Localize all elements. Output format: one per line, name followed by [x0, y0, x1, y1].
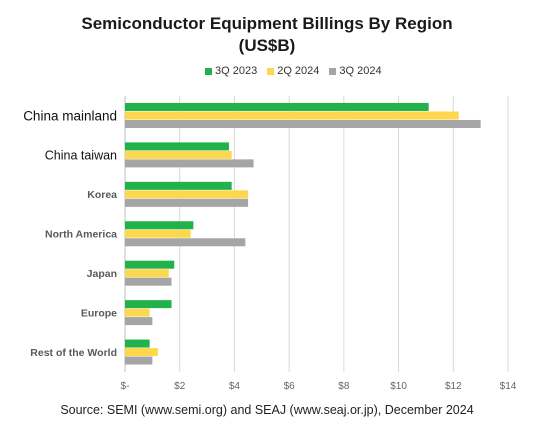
x-tick-label-0: $- [121, 381, 130, 392]
category-label-1: China taiwan [45, 149, 117, 163]
bar-3-series-2 [125, 238, 246, 247]
legend-item-series-1: 2Q 2024 [267, 65, 319, 77]
x-tick-label-5: $10 [390, 381, 407, 392]
category-label-3: North America [45, 229, 117, 241]
chart-subtitle: (US$B) [238, 36, 296, 55]
bar-0-series-2 [125, 119, 481, 128]
legend-label-series-2: 3Q 2024 [339, 65, 382, 77]
x-tick-label-3: $6 [284, 381, 296, 392]
x-tick-label-4: $8 [338, 381, 350, 392]
bar-1-series-1 [125, 150, 232, 159]
x-tick-label-6: $12 [445, 381, 462, 392]
bar-3-series-0 [125, 221, 194, 230]
bar-4-series-2 [125, 277, 172, 286]
legend-swatch-series-1 [267, 67, 275, 75]
bar-0-series-0 [125, 102, 429, 111]
legend-label-series-0: 3Q 2023 [215, 65, 258, 77]
x-tick-label-1: $2 [174, 381, 186, 392]
bar-4-series-0 [125, 260, 175, 269]
category-label-0: China mainland [23, 108, 117, 123]
category-label-5: Europe [81, 308, 117, 320]
bar-2-series-1 [125, 190, 249, 199]
bar-3-series-1 [125, 229, 191, 238]
bar-1-series-2 [125, 159, 254, 168]
bar-6-series-2 [125, 356, 153, 365]
bar-2-series-0 [125, 181, 232, 190]
legend-item-series-0: 3Q 2023 [205, 65, 257, 77]
bar-0-series-1 [125, 111, 459, 120]
bar-1-series-0 [125, 142, 229, 151]
legend-swatch-series-2 [329, 67, 337, 75]
bar-6-series-1 [125, 348, 158, 357]
category-label-4: Japan [87, 268, 117, 280]
x-tick-label-7: $14 [500, 381, 517, 392]
legend-item-series-2: 3Q 2024 [329, 65, 382, 77]
legend-swatch-series-0 [205, 67, 212, 75]
bar-6-series-0 [125, 339, 150, 348]
legend: 3Q 2023 2Q 2024 3Q 2024 [205, 65, 382, 77]
legend-label-series-1: 2Q 2024 [277, 65, 320, 77]
bar-5-series-0 [125, 300, 172, 309]
chart-title: Semiconductor Equipment Billings By Regi… [81, 14, 453, 33]
category-label-6: Rest of the World [30, 347, 117, 359]
x-tick-label-2: $4 [229, 381, 241, 392]
bar-2-series-2 [125, 198, 249, 207]
bar-4-series-1 [125, 269, 169, 278]
category-label-2: Korea [87, 189, 117, 201]
bar-5-series-2 [125, 317, 153, 326]
source-note: Source: SEMI (www.semi.org) and SEAJ (ww… [60, 403, 474, 417]
bar-5-series-1 [125, 308, 150, 317]
